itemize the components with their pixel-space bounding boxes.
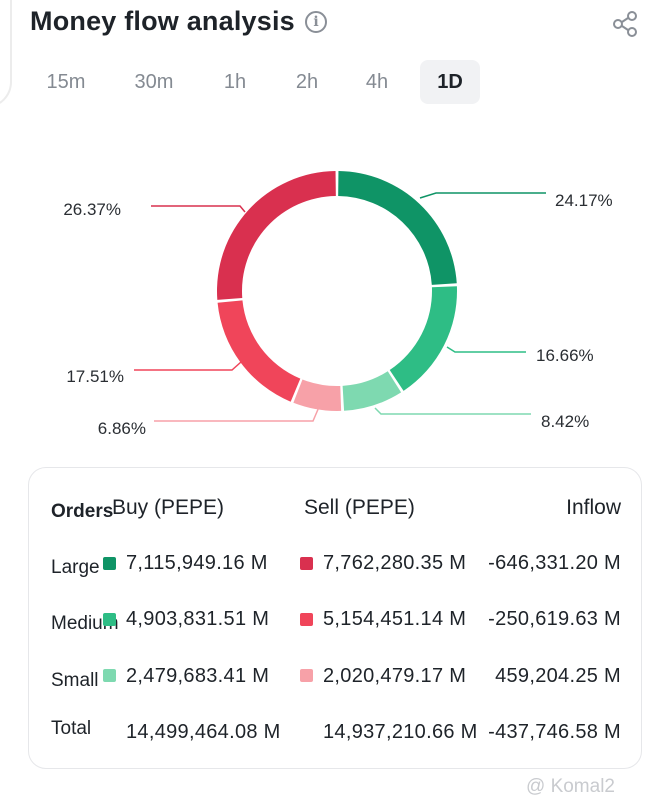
header-inflow: Inflow: [566, 496, 621, 519]
buy-color-swatch: [103, 557, 116, 570]
slice-leader-line: [446, 346, 526, 353]
inflow-value: -250,619.63 M: [488, 608, 621, 630]
slice-percent-label: 8.42%: [541, 412, 589, 431]
slice-percent-label: 24.17%: [555, 191, 613, 210]
tab-1d[interactable]: 1D: [420, 60, 480, 104]
row-label: Medium: [51, 613, 119, 634]
tab-4h[interactable]: 4h: [365, 71, 389, 93]
sell-color-swatch: [300, 613, 313, 626]
sell-value: 7,762,280.35 M: [323, 552, 467, 574]
tab-30m[interactable]: 30m: [134, 71, 174, 93]
row-label: Large: [51, 557, 100, 578]
header-orders: Orders: [51, 501, 114, 522]
buy-value: 7,115,949.16 M: [126, 552, 268, 574]
sell-value: 5,154,451.14 M: [323, 608, 467, 630]
sell-color-swatch: [300, 557, 313, 570]
buy-total: 14,499,464.08 M: [126, 721, 281, 743]
slice-percent-label: 16.66%: [536, 346, 594, 365]
donut-slice[interactable]: [342, 371, 402, 411]
money-flow-donut-chart: 24.17% 16.66% 8.42% 6.86% 17.51% 26.37%: [63, 171, 613, 438]
tab-15m[interactable]: 15m: [46, 71, 86, 93]
tab-2h[interactable]: 2h: [295, 71, 319, 93]
donut-slice[interactable]: [216, 171, 336, 300]
buy-color-swatch: [103, 613, 116, 626]
page-title: Money flow analysis: [30, 6, 295, 36]
tab-1h[interactable]: 1h: [223, 71, 247, 93]
money-flow-table: Orders Buy (PEPE) Sell (PEPE) Inflow Lar…: [28, 467, 642, 769]
share-icon[interactable]: [609, 8, 641, 40]
inflow-value: -646,331.20 M: [488, 552, 621, 574]
donut-slice[interactable]: [293, 379, 342, 411]
sell-value: 2,020,479.17 M: [323, 665, 467, 687]
buy-value: 4,903,831.51 M: [126, 608, 270, 630]
slice-leader-line: [374, 407, 531, 415]
watermark: @ Komal2: [526, 776, 615, 797]
buy-value: 2,479,683.41 M: [126, 665, 270, 687]
info-icon[interactable]: i: [305, 11, 327, 33]
panel-edge: [0, 0, 12, 108]
donut-slice[interactable]: [338, 171, 457, 285]
sell-total: 14,937,210.66 M: [323, 721, 478, 743]
donut-slice[interactable]: [389, 286, 457, 391]
sell-color-swatch: [300, 669, 313, 682]
slice-leader-line: [134, 361, 242, 371]
donut-slice[interactable]: [217, 300, 301, 402]
row-label: Small: [51, 670, 99, 691]
buy-color-swatch: [103, 669, 116, 682]
header-buy: Buy (PEPE): [112, 496, 225, 519]
inflow-value: 459,204.25 M: [495, 665, 621, 687]
slice-leader-line: [419, 192, 546, 199]
header-sell: Sell (PEPE): [304, 496, 415, 519]
slice-percent-label: 17.51%: [66, 367, 124, 386]
slice-percent-label: 6.86%: [98, 419, 146, 438]
slice-leader-line: [151, 205, 246, 213]
row-label: Total: [51, 718, 92, 739]
slice-percent-label: 26.37%: [63, 200, 121, 219]
inflow-total: -437,746.58 M: [488, 721, 621, 743]
slice-leader-line: [154, 406, 320, 422]
